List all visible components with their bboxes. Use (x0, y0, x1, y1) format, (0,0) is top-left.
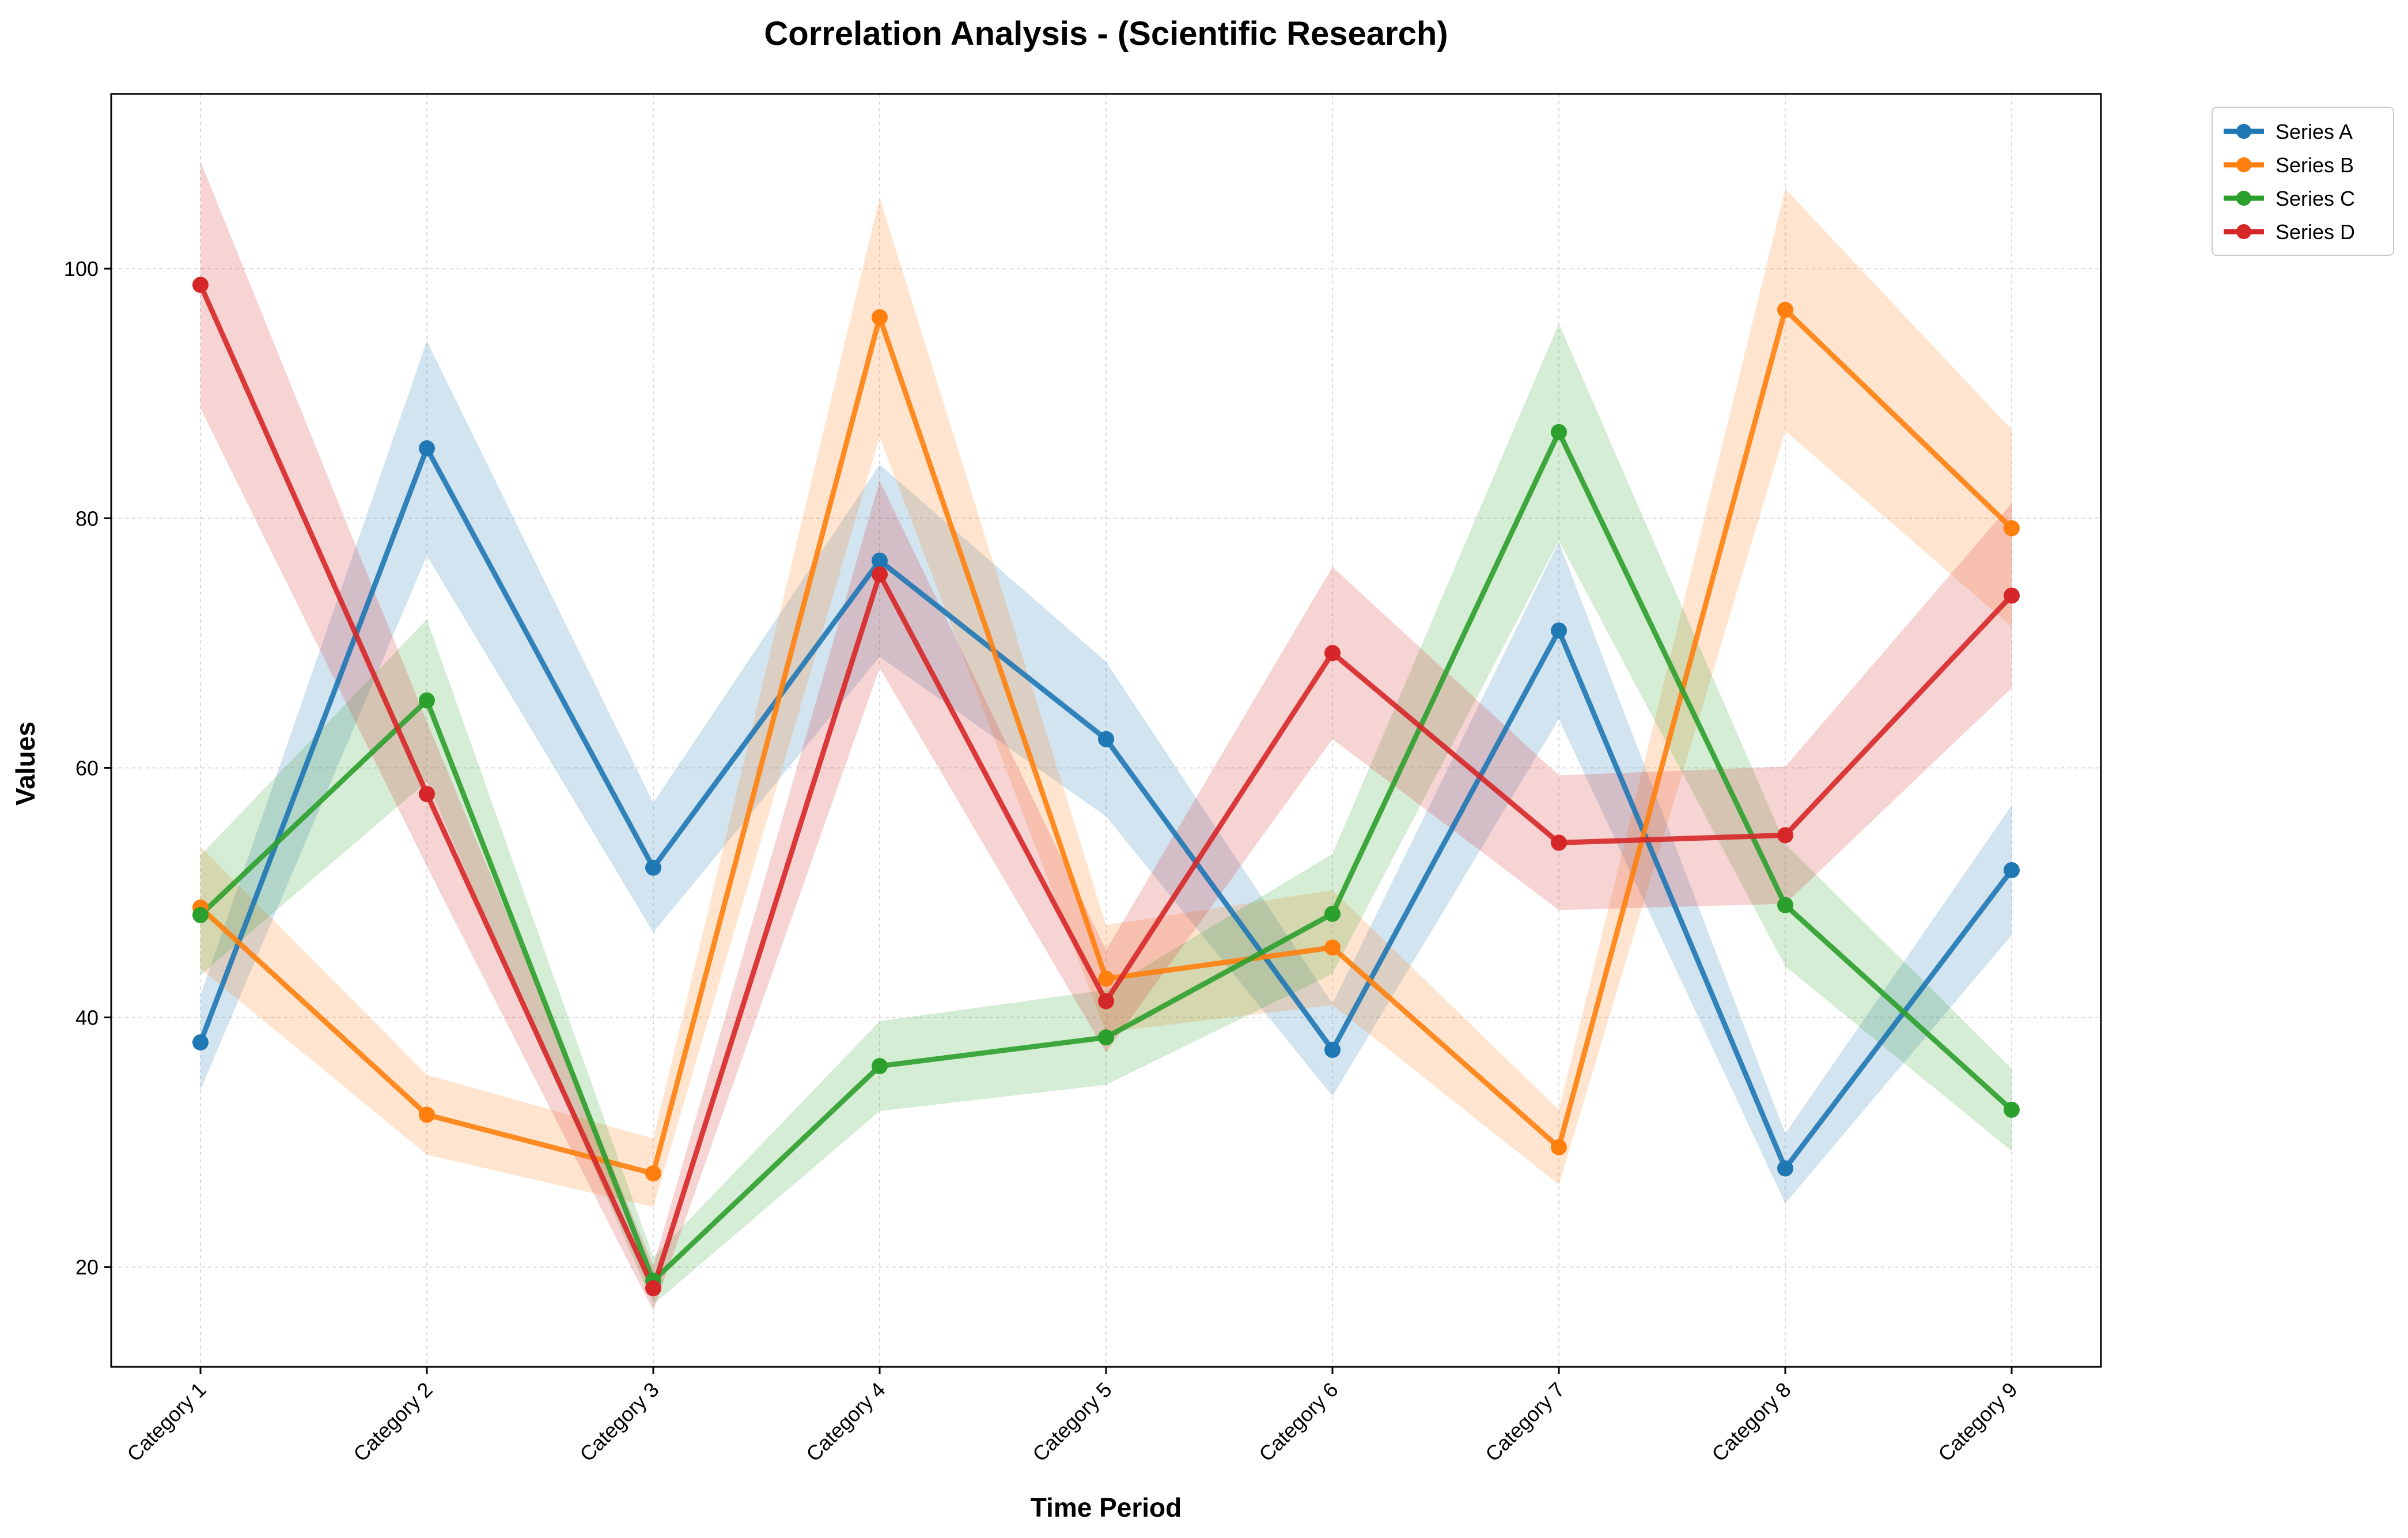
legend-label-series-c: Series C (2276, 187, 2355, 210)
series-c-point (1777, 897, 1793, 913)
series-a-point (1098, 731, 1114, 747)
series-d-point (645, 1280, 661, 1297)
legend-label-series-a: Series A (2276, 120, 2353, 143)
y-tick-label: 40 (75, 1006, 99, 1030)
series-b-point (1551, 1139, 1567, 1155)
series-d-point (872, 566, 888, 583)
series-b-point (2004, 520, 2020, 536)
chart-title: Correlation Analysis - (Scientific Resea… (764, 15, 1448, 52)
series-a-point (1324, 1041, 1341, 1058)
series-c-point (872, 1058, 888, 1075)
series-c-point (1324, 905, 1341, 922)
series-c-point (192, 907, 209, 924)
series-d-point (2004, 587, 2020, 604)
series-b-point (1324, 939, 1341, 956)
series-d-point (192, 277, 209, 293)
series-b-point (1777, 301, 1793, 318)
legend-marker-series-b (2236, 157, 2251, 172)
legend-marker-series-a (2236, 124, 2251, 139)
series-b-point (419, 1106, 435, 1123)
series-c-point (2004, 1101, 2020, 1118)
y-tick-label: 80 (75, 507, 99, 530)
legend-box (2212, 107, 2394, 256)
series-c-point (1098, 1029, 1114, 1046)
y-tick-label: 20 (75, 1256, 99, 1279)
legend-marker-series-c (2236, 191, 2251, 206)
series-a-band (200, 341, 2012, 1204)
series-a-point (1777, 1160, 1793, 1177)
series-b-point (1098, 970, 1114, 987)
legend-label-series-d: Series D (2276, 220, 2355, 244)
series-markers (192, 277, 2020, 1297)
y-tick-label: 60 (75, 756, 99, 780)
series-d-point (1551, 834, 1567, 851)
y-axis-label: Values (10, 721, 40, 806)
series-d-point (1324, 645, 1341, 662)
x-axis-label: Time Period (1031, 1492, 1182, 1522)
series-a-point (645, 859, 661, 876)
series-d-point (1777, 827, 1793, 844)
series-b-point (645, 1165, 661, 1182)
grid (111, 94, 2101, 1367)
series-d-point (1098, 993, 1114, 1010)
series-a-point (192, 1034, 209, 1050)
series-a-point (419, 440, 435, 457)
legend-marker-series-d (2236, 224, 2251, 239)
series-a-point (1551, 622, 1567, 639)
series-b-point (872, 309, 888, 326)
series-d-point (419, 785, 435, 802)
series-c-point (1551, 424, 1567, 440)
legend: Series A Series B Series C Series D (2212, 107, 2394, 256)
series-c-point (419, 692, 435, 709)
series-a-point (2004, 862, 2020, 879)
series-a-point (872, 552, 888, 569)
y-tick-label: 100 (64, 257, 99, 281)
legend-label-series-b: Series B (2276, 153, 2354, 177)
